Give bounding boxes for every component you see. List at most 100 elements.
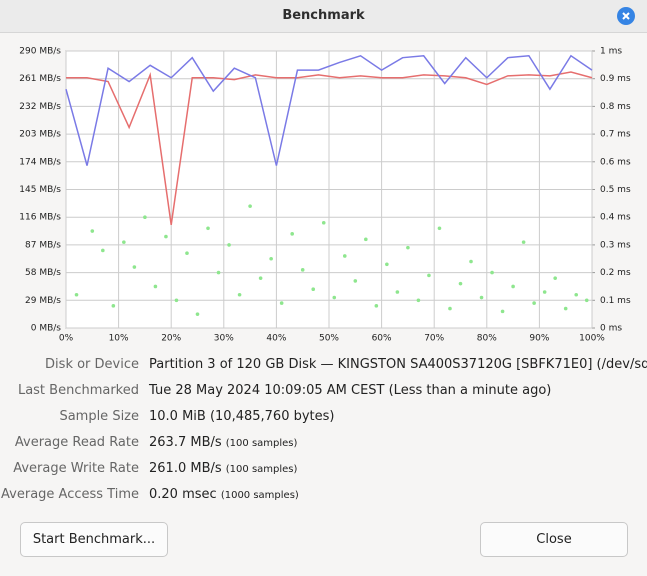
access-point xyxy=(164,234,168,239)
info-row: Average Read Rate 263.7 MB/s (100 samples… xyxy=(0,435,647,455)
x-tick-label: 30% xyxy=(214,334,234,344)
access-point xyxy=(479,295,484,300)
y2-tick-label: 1 ms xyxy=(600,47,622,57)
access-point xyxy=(111,304,116,308)
y-tick-label: 145 MB/s xyxy=(19,185,61,195)
x-tick-label: 0% xyxy=(59,334,74,344)
rate-line xyxy=(65,54,593,166)
access-point xyxy=(521,240,526,244)
close-button[interactable]: Close xyxy=(480,522,628,557)
y-tick-label: 58 MB/s xyxy=(25,268,61,278)
y-tick-label: 116 MB/s xyxy=(19,213,61,223)
info-label: Sample Size xyxy=(59,409,139,424)
access-point xyxy=(448,306,452,311)
y2-tick-label: 0.6 ms xyxy=(600,157,631,167)
info-row: Average Access Time 0.20 msec (1000 sampl… xyxy=(0,487,647,507)
info-row: Sample Size 10.0 MiB (10,485,760 bytes) xyxy=(0,409,647,429)
y-tick-label: 290 MB/s xyxy=(19,47,61,57)
access-point xyxy=(174,298,179,303)
window-title: Benchmark xyxy=(282,8,365,23)
x-tick-label: 90% xyxy=(529,334,549,344)
x-tick-label: 50% xyxy=(319,334,339,344)
y2-tick-label: 0.7 ms xyxy=(600,130,631,140)
access-point xyxy=(542,290,547,294)
access-point xyxy=(90,229,95,233)
x-tick-label: 70% xyxy=(424,334,444,344)
access-point xyxy=(342,254,347,258)
access-point xyxy=(563,306,568,311)
access-point xyxy=(185,251,189,256)
access-point xyxy=(416,298,421,303)
access-point xyxy=(427,273,431,278)
access-point xyxy=(74,292,79,297)
info-label: Average Read Rate xyxy=(14,435,139,450)
info-value: Partition 3 of 120 GB Disk — KINGSTON SA… xyxy=(149,357,647,372)
info-row: Last Benchmarked Tue 28 May 2024 10:09:05… xyxy=(0,383,647,403)
y-tick-label: 0 MB/s xyxy=(31,324,62,334)
x-tick-label: 40% xyxy=(266,334,286,344)
access-point xyxy=(406,245,410,250)
access-point xyxy=(584,298,589,303)
access-point xyxy=(300,268,305,272)
access-point xyxy=(227,243,231,247)
y2-tick-label: 0 ms xyxy=(600,324,622,334)
info-value: 261.0 MB/s (100 samples) xyxy=(149,461,298,476)
access-point xyxy=(385,262,389,267)
access-point xyxy=(311,287,316,292)
access-point xyxy=(248,204,252,208)
chart: 0 MB/s 29 MB/s 58 MB/s 87 MB/s 116 MB/s 145 M… xyxy=(19,47,631,344)
access-point xyxy=(279,301,284,305)
access-point xyxy=(143,215,147,219)
info-value: 10.0 MiB (10,485,760 bytes) xyxy=(149,409,335,424)
access-point xyxy=(216,270,221,275)
y2-tick-label: 0.8 ms xyxy=(600,102,631,112)
rate-line xyxy=(66,71,593,225)
y2-tick-label: 0.9 ms xyxy=(600,74,631,84)
info-note: (100 samples) xyxy=(225,438,298,449)
access-point xyxy=(321,220,326,225)
y2-tick-label: 0.2 ms xyxy=(600,268,631,278)
titlebar: Benchmark xyxy=(0,0,647,33)
info-note: (1000 samples) xyxy=(220,490,299,501)
x-tick-label: 80% xyxy=(477,334,497,344)
close-icon[interactable] xyxy=(617,7,635,25)
info-note: (100 samples) xyxy=(225,464,298,475)
access-point xyxy=(364,237,368,242)
access-point xyxy=(532,301,536,305)
access-point xyxy=(395,290,400,294)
access-point xyxy=(437,226,442,231)
access-point xyxy=(258,276,263,280)
access-point xyxy=(195,312,200,316)
access-point xyxy=(132,265,137,269)
y-tick-label: 232 MB/s xyxy=(19,102,61,112)
x-tick-label: 100% xyxy=(579,334,605,344)
access-point xyxy=(553,276,557,280)
x-tick-label: 10% xyxy=(109,334,129,344)
access-point xyxy=(332,295,337,300)
y-tick-label: 29 MB/s xyxy=(25,296,61,306)
y-tick-label: 87 MB/s xyxy=(25,240,61,250)
access-point xyxy=(500,309,505,314)
info-label: Last Benchmarked xyxy=(17,383,139,398)
access-point xyxy=(269,256,273,261)
info-label: Average Write Rate xyxy=(13,461,139,476)
y-tick-label: 174 MB/s xyxy=(19,157,61,167)
start-button[interactable]: Start Benchmark... xyxy=(20,522,168,557)
info-row: Average Write Rate 261.0 MB/s (100 sample… xyxy=(0,461,647,481)
info-label: Average Access Time xyxy=(1,487,139,502)
access-point xyxy=(469,259,473,264)
access-point xyxy=(574,292,579,297)
y2-tick-label: 0.3 ms xyxy=(600,240,631,250)
access-point xyxy=(122,240,126,244)
info-label: Disk or Device xyxy=(45,357,139,372)
close-glyph xyxy=(622,12,630,20)
info-row: Disk or Device Partition 3 of 120 GB Disk… xyxy=(0,357,647,377)
access-point xyxy=(458,281,463,286)
access-point xyxy=(206,226,210,231)
y-tick-label: 261 MB/s xyxy=(19,74,61,84)
info-value: 263.7 MB/s (100 samples) xyxy=(149,435,298,450)
y2-tick-label: 0.5 ms xyxy=(600,185,631,195)
x-tick-label: 20% xyxy=(161,334,181,344)
x-tick-label: 60% xyxy=(372,334,392,344)
